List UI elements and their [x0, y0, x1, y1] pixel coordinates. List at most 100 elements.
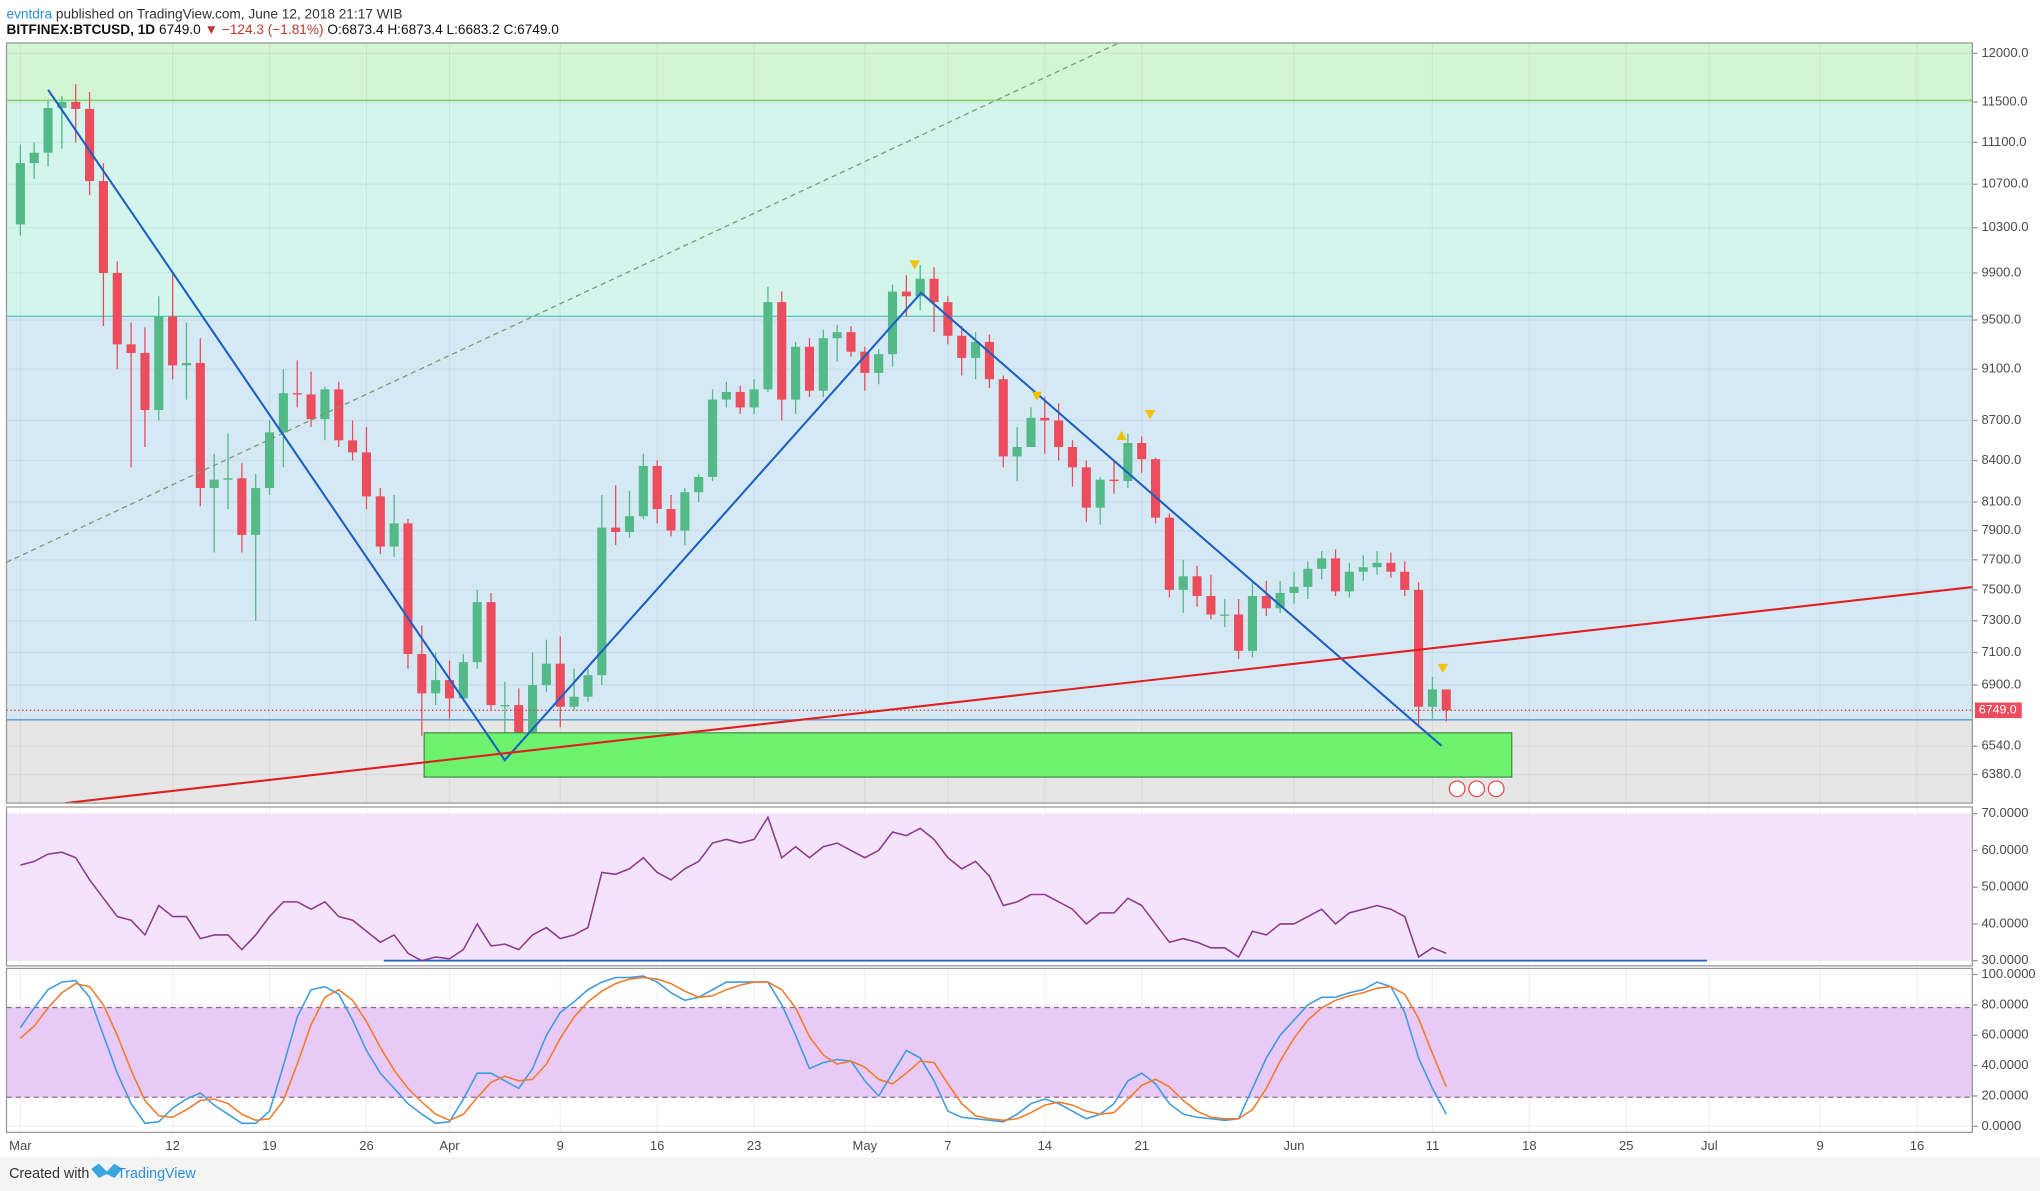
y-tick-label: 7300.0 [1981, 612, 2021, 627]
candle-body [804, 346, 815, 391]
candle-body [237, 478, 247, 535]
y-tick-label: 8700.0 [1981, 412, 2021, 427]
x-tick-label: 16 [1910, 1138, 1924, 1153]
candle-body [624, 516, 635, 533]
x-tick-label: 23 [747, 1138, 761, 1153]
candle-body [971, 341, 981, 358]
candle-body [555, 663, 565, 707]
candle-body [514, 705, 524, 733]
candle-body [611, 527, 621, 533]
y-tick-label: 7700.0 [1981, 551, 2021, 566]
x-tick-label: Apr [439, 1138, 460, 1153]
candle-body [278, 393, 288, 433]
candle-body [1247, 595, 1258, 651]
event-icon [1448, 780, 1466, 798]
y-tick-label: 6380.0 [1981, 766, 2021, 781]
candle-body [1372, 562, 1382, 568]
candle-body [251, 488, 261, 535]
candle-body [1400, 571, 1410, 590]
candle-body [846, 332, 856, 352]
arrow [1116, 430, 1127, 440]
candle-body [818, 338, 828, 391]
candle-body [1178, 576, 1188, 590]
x-tick-label: 16 [650, 1138, 664, 1153]
brand: TradingView [117, 1166, 196, 1182]
candle-body [1040, 417, 1050, 421]
trendline [47, 89, 1443, 762]
y-tick-label: 11500.0 [1981, 93, 2027, 108]
candle-body [1275, 592, 1285, 609]
event-icon [1468, 780, 1486, 798]
price-frame [5, 42, 1973, 804]
candle-body [1095, 479, 1105, 508]
last-price-label: 6749.0 [1979, 703, 2017, 717]
candle-body [1386, 562, 1396, 572]
price: 6749.0 [159, 22, 201, 37]
candle-body [901, 291, 911, 297]
candle-body [943, 302, 953, 336]
candle-body [85, 108, 95, 182]
x-tick-label: 11 [1426, 1138, 1439, 1153]
candle-body [1220, 614, 1230, 616]
y-tick-label: 60.0000 [1981, 842, 2028, 857]
symbol-line: BITFINEX:BTCUSD, 1D 6749.0 ▼ −124.3 (−1.… [7, 22, 560, 37]
y-tick-label: 20.0000 [1981, 1087, 2028, 1102]
candle-body [320, 389, 330, 420]
candle-body [168, 316, 178, 366]
y-tick-label: 40.0000 [1981, 915, 2028, 930]
y-tick-label: 30.0000 [1981, 952, 2028, 967]
event-icon [1487, 780, 1505, 798]
candle-body [791, 346, 801, 400]
symbol: BITFINEX:BTCUSD, 1D [7, 22, 156, 37]
candle-body [984, 341, 994, 380]
y-tick-label: 10300.0 [1981, 219, 2028, 234]
candle-body [1054, 420, 1064, 447]
candle-body [777, 302, 787, 400]
candle-body [292, 393, 302, 395]
candle-body [375, 496, 385, 547]
candle-body [763, 302, 773, 390]
y-tick-label: 7100.0 [1981, 644, 2021, 659]
published: published on TradingView.com, June 12, 2… [56, 6, 403, 21]
y-tick-label: 6540.0 [1981, 738, 2021, 753]
candle-body [431, 680, 441, 694]
candle-body [1414, 589, 1424, 707]
candle-body [57, 101, 67, 108]
candle-body [915, 278, 925, 297]
zone-teal [6, 102, 1973, 317]
candle-body [1441, 689, 1451, 711]
candle-body [929, 278, 939, 303]
indicator-lines [19, 815, 1448, 1125]
candle-body [1137, 442, 1147, 460]
rsi-band [6, 813, 1973, 961]
arrow [909, 260, 920, 270]
candle-body [1012, 446, 1022, 457]
candle-body [1206, 595, 1216, 615]
x-tick-label: Mar [9, 1138, 32, 1153]
x-tick-label: 7 [944, 1138, 951, 1153]
arrow [1031, 391, 1043, 401]
dashed-trendline [6, 42, 1120, 563]
candle-body [195, 362, 205, 489]
last-price-box [1974, 702, 2022, 719]
candle-body [1150, 459, 1161, 518]
candle-body [1330, 558, 1341, 592]
y-tick-label: 11100.0 [1981, 134, 2026, 149]
candle-body [1123, 442, 1133, 482]
stoch-frame [5, 967, 1973, 1134]
trendline [64, 586, 1973, 804]
y-tick-label: 80.0000 [1981, 996, 2028, 1011]
indicator-line [20, 815, 1447, 962]
candle-body [444, 680, 455, 699]
candle-body [361, 452, 372, 497]
candle-body [680, 492, 690, 531]
zone-green [6, 42, 1973, 103]
candle-body [417, 654, 427, 694]
candle-body [735, 391, 745, 408]
author: evntdra [7, 6, 53, 21]
y-tick-label: 0.0000 [1981, 1118, 2021, 1133]
marks [6, 84, 1973, 740]
candle-body [1192, 576, 1202, 596]
candle-body [389, 523, 399, 547]
